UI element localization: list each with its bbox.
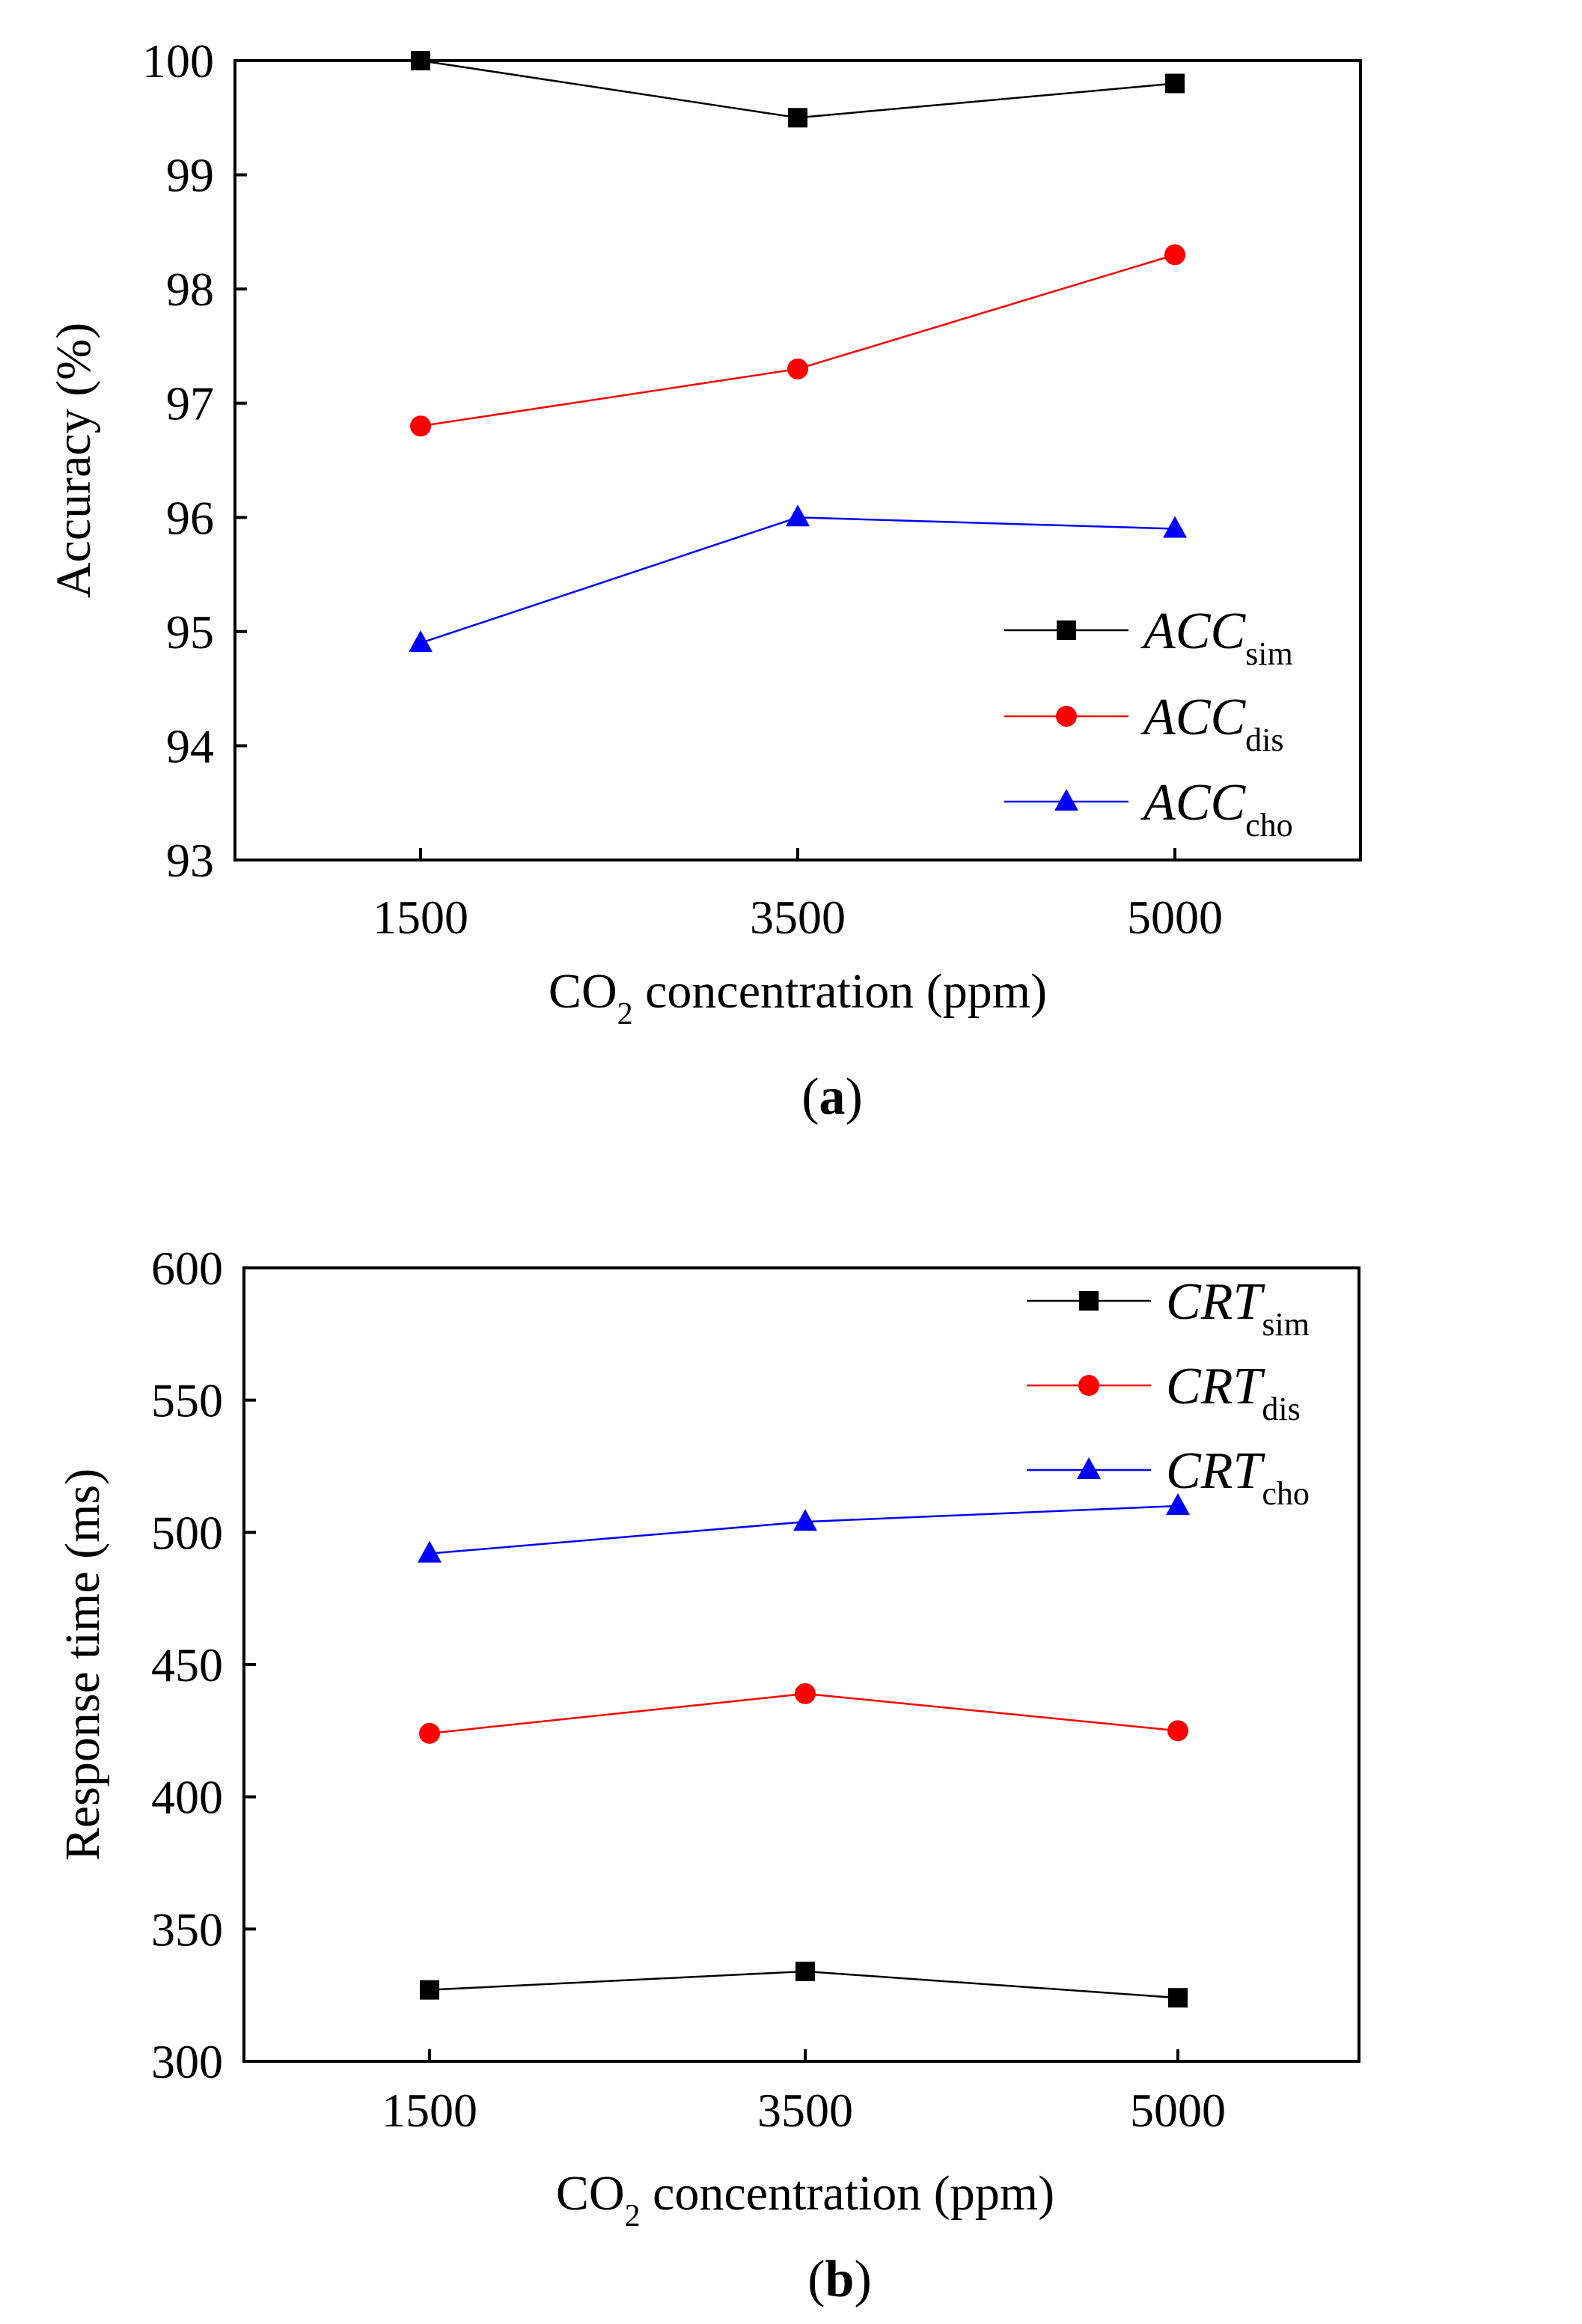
x-axis-title-subscript: 2 [625, 2199, 641, 2233]
y-tick-label: 550 [151, 1374, 223, 1427]
legend-item-sim: CRTsim [1027, 1273, 1310, 1343]
panel-caption-letter: b [825, 2251, 855, 2308]
x-axis-title: CO2 concentration (ppm) [549, 964, 1047, 1031]
legend-marker [1077, 1457, 1101, 1479]
legend-label-main: CRT [1166, 1273, 1265, 1331]
legend-label-main: ACC [1140, 689, 1246, 746]
legend-marker [1056, 706, 1077, 727]
legend-item-cho: ACCcho [1004, 774, 1293, 844]
x-axis-title-prefix: CO [549, 964, 617, 1019]
y-tick-label: 100 [142, 34, 214, 88]
legend-label-subscript: sim [1245, 635, 1293, 672]
series-markers [418, 1493, 1190, 2008]
x-axis: 1500 3500 5000 [373, 848, 1223, 944]
y-axis: 300 350 400 450 500 550 600 [151, 1242, 256, 2088]
x-axis-title: CO2 concentration (ppm) [556, 2166, 1054, 2233]
data-point-dis [419, 1722, 440, 1744]
y-tick-label: 99 [166, 149, 214, 202]
y-tick-label: 98 [166, 263, 214, 316]
legend-label-subscript: cho [1262, 1475, 1310, 1512]
data-point-cho [793, 1509, 817, 1531]
data-point-cho [418, 1540, 442, 1563]
y-tick-label: 450 [151, 1638, 223, 1692]
legend-label: ACCsim [1140, 603, 1293, 672]
data-point-dis [410, 415, 431, 437]
data-point-dis [795, 1683, 816, 1704]
chart-panel-b: 300 350 400 450 500 550 600 1500 3500 5000 CRTsi… [0, 1153, 1582, 2324]
panel-caption-a: (a) [801, 1068, 863, 1126]
y-tick-label: 94 [166, 719, 214, 772]
y-tick-label: 350 [151, 1903, 223, 1956]
data-point-sim [420, 1980, 439, 2000]
x-tick-label: 1500 [373, 891, 468, 944]
y-tick-label: 600 [151, 1242, 223, 1295]
y-axis: 93 94 95 96 97 98 99 100 [142, 34, 247, 887]
x-tick-label: 5000 [1127, 891, 1223, 944]
legend-label: ACCdis [1140, 689, 1284, 758]
x-tick-label: 3500 [750, 891, 846, 944]
legend-marker [1078, 1375, 1099, 1396]
legend-marker [1054, 789, 1078, 811]
legend-item-cho: CRTcho [1027, 1442, 1310, 1512]
legend-label-subscript: cho [1245, 807, 1293, 844]
y-tick-label: 97 [166, 377, 214, 430]
y-tick-label: 96 [166, 491, 214, 544]
legend-label: CRTdis [1166, 1358, 1301, 1427]
data-point-cho [786, 504, 810, 527]
x-axis: 1500 3500 5000 [382, 2049, 1226, 2137]
y-axis-title: Accuracy (%) [46, 323, 101, 598]
y-tick-label: 300 [151, 2035, 223, 2088]
data-point-sim [1168, 1988, 1188, 2008]
legend-item-dis: ACCdis [1004, 689, 1284, 758]
data-point-cho [1166, 1493, 1190, 1515]
x-axis-title-subscript: 2 [617, 997, 633, 1031]
data-point-sim [411, 51, 430, 70]
legend-label-main: ACC [1140, 774, 1246, 832]
y-tick-label: 93 [166, 834, 214, 887]
data-point-sim [1165, 73, 1185, 94]
legend-label: CRTcho [1166, 1442, 1310, 1512]
y-axis-title: Response time (ms) [55, 1468, 110, 1861]
chart-panel-a: 93 94 95 96 97 98 99 100 1500 3500 5000 ACCsim ACC… [0, 0, 1582, 1153]
data-point-dis [1164, 244, 1185, 266]
series-lines [429, 1504, 1179, 1999]
legend-label: CRTsim [1166, 1273, 1310, 1343]
panel-caption-b: (b) [807, 2251, 872, 2308]
y-tick-label: 400 [151, 1771, 223, 1824]
x-tick-label: 1500 [382, 2084, 477, 2137]
legend-label-main: CRT [1166, 1358, 1265, 1415]
series-markers [409, 51, 1187, 653]
data-point-dis [1167, 1720, 1188, 1742]
y-tick-label: 500 [151, 1506, 223, 1559]
x-axis-title-prefix: CO [556, 2166, 625, 2221]
legend-item-sim: ACCsim [1004, 603, 1293, 672]
legend-label-main: CRT [1166, 1442, 1265, 1500]
data-point-sim [795, 1961, 815, 1981]
data-point-sim [788, 108, 807, 128]
legend-label-subscript: sim [1262, 1306, 1310, 1343]
legend-label-subscript: dis [1245, 722, 1283, 758]
x-axis-title-suffix: concentration (ppm) [633, 964, 1047, 1019]
x-tick-label: 3500 [757, 2084, 853, 2137]
legend-label-main: ACC [1140, 603, 1246, 660]
y-tick-label: 95 [166, 606, 214, 659]
data-point-cho [1163, 516, 1187, 538]
data-point-dis [787, 358, 808, 379]
legend-marker [1057, 620, 1076, 640]
series-lines [420, 59, 1176, 644]
data-point-cho [409, 630, 433, 653]
x-axis-title-suffix: concentration (ppm) [641, 2166, 1054, 2221]
legend-item-dis: CRTdis [1027, 1358, 1301, 1427]
legend-label-subscript: dis [1262, 1391, 1300, 1427]
series-line-dis [420, 254, 1176, 427]
legend-marker [1079, 1291, 1099, 1311]
legend-label: ACCcho [1140, 774, 1293, 844]
panel-caption-letter: a [819, 1068, 846, 1126]
x-tick-label: 5000 [1130, 2084, 1226, 2137]
